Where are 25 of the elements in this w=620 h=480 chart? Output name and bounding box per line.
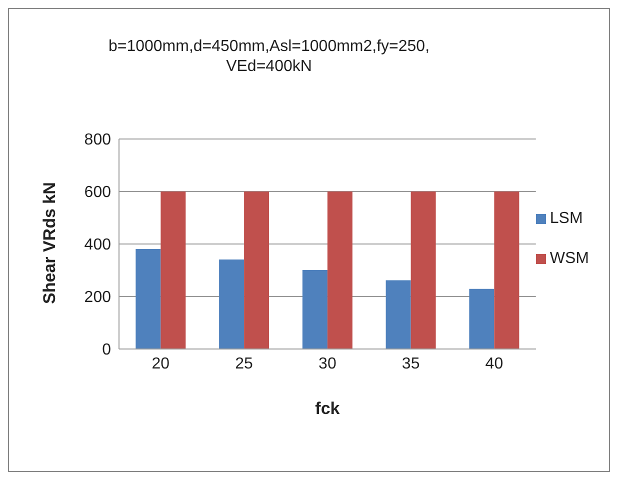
bar	[386, 280, 411, 349]
bar	[327, 192, 352, 349]
y-tick-label: 200	[84, 289, 112, 306]
bar	[302, 270, 328, 349]
legend-label: LSM	[548, 210, 584, 228]
bar	[136, 248, 161, 349]
y-tick-label: 400	[84, 236, 112, 254]
y-tick-label: 0	[102, 342, 112, 359]
x-tick-label: 25	[235, 355, 254, 372]
x-tick-label: 40	[485, 355, 504, 372]
bar	[410, 192, 436, 349]
y-tick-label: 800	[84, 132, 112, 149]
chart-title: b=1000mm,d=450mm,Asl=1000mm2,fy=250, VEd=400kN	[107, 37, 431, 77]
bar	[219, 259, 244, 349]
bar	[494, 192, 520, 349]
x-tick-label: 30	[318, 355, 336, 372]
legend-label: WSM	[548, 250, 589, 268]
y-axis-title: Shear VRds kN	[40, 182, 60, 304]
x-tick-label: 20	[152, 355, 170, 372]
bar	[244, 192, 270, 349]
x-axis-title: fck	[315, 399, 340, 418]
y-tick-label: 600	[84, 184, 112, 202]
bar	[469, 288, 494, 349]
x-tick-label: 35	[402, 355, 420, 372]
bar	[160, 192, 186, 349]
